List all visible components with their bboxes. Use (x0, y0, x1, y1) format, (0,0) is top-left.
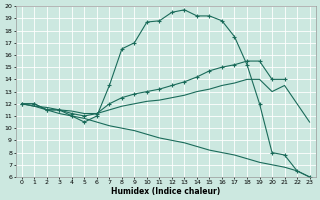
X-axis label: Humidex (Indice chaleur): Humidex (Indice chaleur) (111, 187, 220, 196)
